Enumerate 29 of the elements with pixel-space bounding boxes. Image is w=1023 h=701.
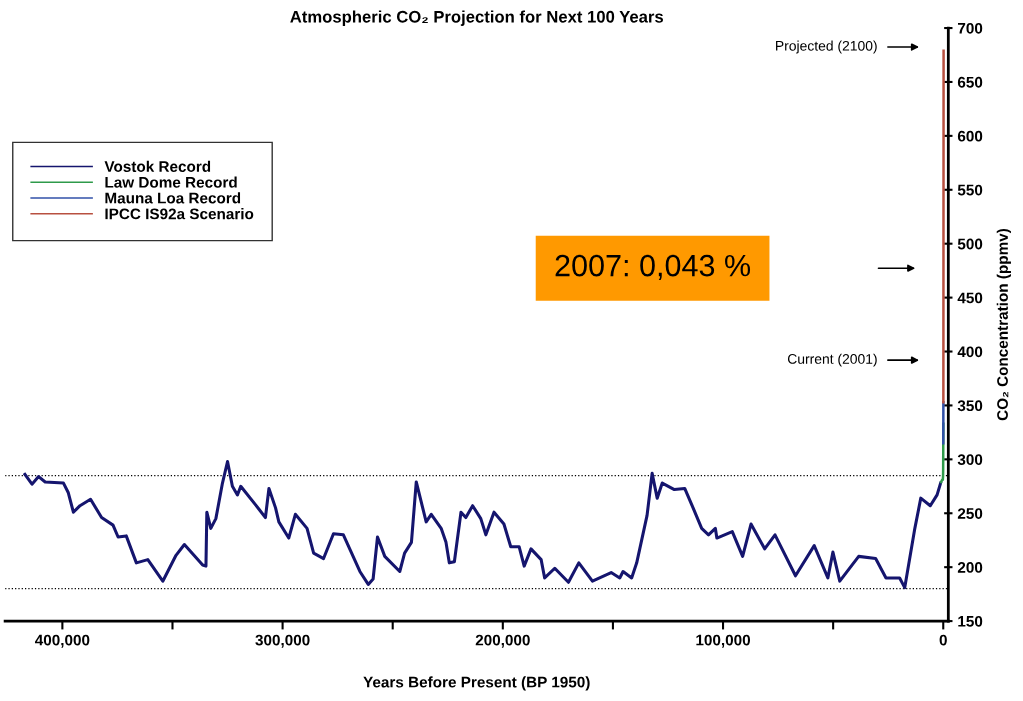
legend-label: Vostok Record — [104, 160, 211, 172]
annotation: Current (2001) — [787, 353, 877, 367]
annotation: Projected (2100) — [776, 40, 877, 54]
x-tick-label: 400,000 — [34, 634, 90, 648]
x-tick-label: 200,000 — [475, 634, 530, 648]
x-tick-label: 0 — [939, 634, 947, 646]
y-tick-label: 700 — [958, 22, 983, 34]
legend-label: Mauna Loa Record — [105, 192, 241, 204]
y-tick-label: 350 — [957, 400, 983, 412]
legend-label: Law Dome Record — [105, 176, 237, 188]
line-series — [23, 459, 943, 590]
y-tick-label: 300 — [957, 454, 983, 466]
chart-title: Atmospheric CO₂ Projection for Next 100 Years — [290, 10, 663, 26]
y-tick-label: 150 — [958, 615, 983, 627]
y-tick-label: 650 — [957, 76, 983, 88]
y-tick-label: 250 — [957, 508, 983, 519]
y-tick-label: 600 — [957, 130, 983, 142]
y-tick-label: 400 — [957, 346, 983, 358]
legend-label: IPCC IS92a Scenario — [105, 208, 254, 220]
x-tick-label: 300,000 — [255, 634, 310, 648]
x-tick-label: 100,000 — [696, 634, 751, 648]
y-tick-label: 200 — [957, 562, 983, 573]
annotation: 2007: 0,043 % — [555, 254, 751, 281]
y-axis-title: CO₂ Concentration (ppmv) — [996, 228, 1011, 421]
y-tick-label: 450 — [957, 292, 983, 304]
x-axis-title: Years Before Present (BP 1950) — [363, 676, 590, 691]
y-tick-label: 500 — [957, 238, 983, 250]
y-tick-label: 550 — [957, 184, 983, 196]
line-series — [942, 49, 945, 404]
